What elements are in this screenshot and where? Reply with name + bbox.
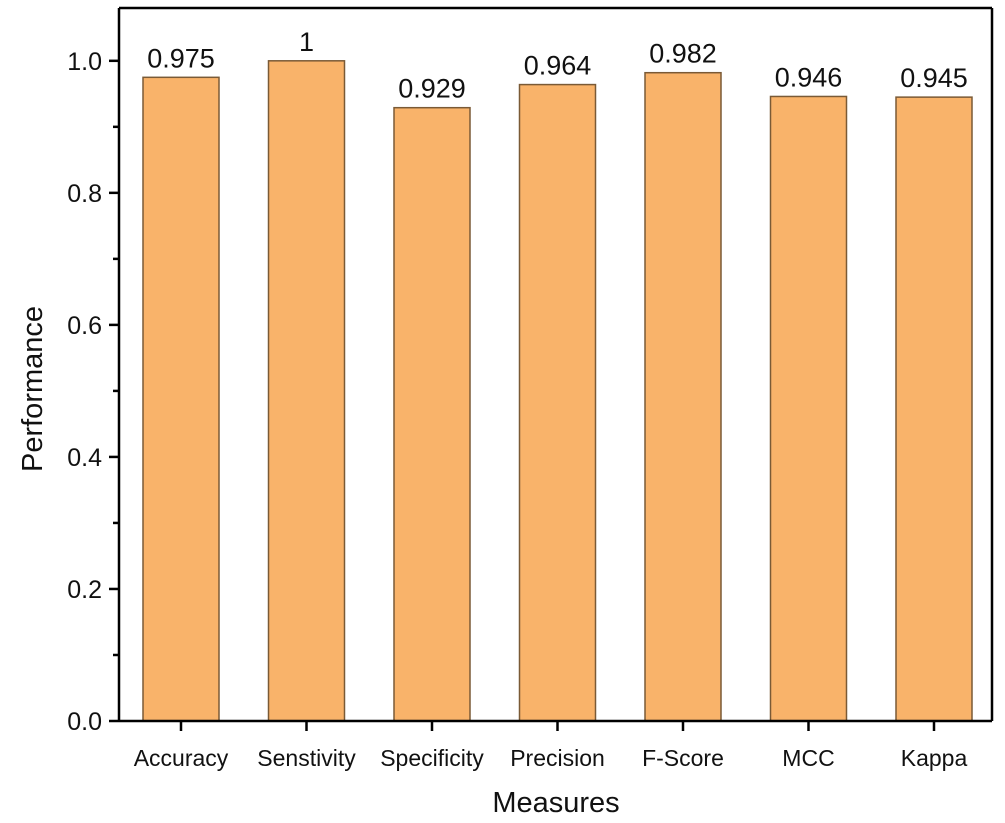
x-axis-title: Measures bbox=[492, 787, 619, 819]
axes-group bbox=[117, 6, 994, 723]
x-ticks-group: Accuracy Senstivity Specificity Precision F-… bbox=[134, 721, 968, 771]
x-tick-label: Accuracy bbox=[134, 745, 229, 771]
y-axis-title: Performance bbox=[17, 306, 49, 472]
x-tick-label: Senstivity bbox=[257, 745, 356, 771]
x-tick-label: MCC bbox=[782, 745, 834, 771]
bar-mcc bbox=[769, 95, 848, 722]
bar-kappa bbox=[895, 96, 973, 722]
value-label: 0.929 bbox=[398, 74, 466, 104]
value-label: 1 bbox=[299, 27, 314, 57]
value-label: 0.975 bbox=[147, 43, 215, 73]
value-label: 0.945 bbox=[900, 63, 968, 93]
y-ticks-group: 0.0 0.2 0.4 0.6 0.8 1.0 bbox=[67, 48, 119, 736]
x-tick-label: Precision bbox=[510, 745, 605, 771]
value-labels-group: 0.975 1 0.929 0.964 0.982 0.946 0.945 bbox=[147, 27, 968, 104]
bar-accuracy bbox=[142, 76, 220, 722]
y-tick-label: 1.0 bbox=[67, 48, 102, 76]
x-tick-label: Kappa bbox=[901, 745, 968, 771]
bar-f-score bbox=[644, 71, 722, 722]
y-tick-label: 0.8 bbox=[67, 180, 102, 208]
value-label: 0.982 bbox=[649, 39, 717, 69]
y-tick-label: 0.4 bbox=[67, 444, 102, 472]
bar-senstivity bbox=[267, 60, 346, 722]
bar-precision bbox=[518, 83, 597, 722]
y-tick-label: 0.0 bbox=[67, 708, 102, 736]
value-label: 0.946 bbox=[775, 62, 843, 92]
x-tick-label: F-Score bbox=[642, 745, 724, 771]
y-tick-label: 0.6 bbox=[67, 312, 102, 340]
bar-specificity bbox=[393, 106, 471, 722]
x-tick-label: Specificity bbox=[380, 745, 484, 771]
value-label: 0.964 bbox=[524, 51, 592, 81]
bars-group bbox=[142, 60, 973, 722]
y-tick-label: 0.2 bbox=[67, 576, 102, 604]
